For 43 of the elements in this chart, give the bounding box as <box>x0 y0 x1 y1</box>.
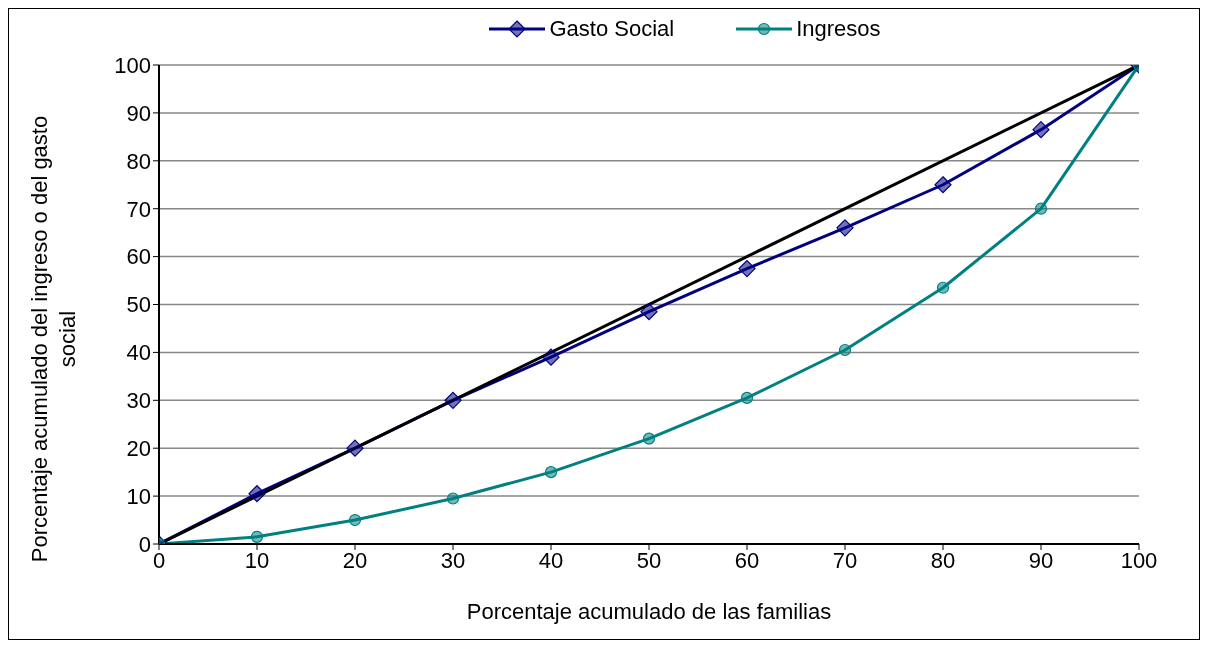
point <box>348 513 362 527</box>
point <box>1034 202 1048 215</box>
point <box>446 492 460 505</box>
y-tick-label: 90 <box>126 100 151 126</box>
x-tick-label: 70 <box>832 547 858 573</box>
point <box>740 391 754 405</box>
point <box>738 259 756 278</box>
point <box>836 219 854 237</box>
point <box>444 391 462 409</box>
point <box>838 343 852 357</box>
y-tick-label: 50 <box>126 292 151 318</box>
point <box>642 432 656 445</box>
point <box>936 281 950 294</box>
y-axis-title: Porcentaje acumulado del ingreso o del gasto social <box>26 114 81 565</box>
legend-label: Gasto Social <box>549 16 675 42</box>
x-tick-label: 40 <box>538 547 564 573</box>
x-tick-label: 60 <box>734 547 760 573</box>
x-tick-label: 50 <box>636 547 662 573</box>
x-tick-label: 20 <box>342 547 368 573</box>
point <box>640 303 658 321</box>
x-axis-title: Porcentaje acumulado de las familias <box>466 599 832 624</box>
y-tick-label: 20 <box>126 436 151 462</box>
y-tick-label: 60 <box>126 244 151 270</box>
y-tick-label: 30 <box>126 388 151 414</box>
x-tick-label: 10 <box>244 547 270 573</box>
legend-label: Ingresos <box>796 16 881 42</box>
x-tick-label: 30 <box>440 547 466 573</box>
point <box>542 348 560 366</box>
point <box>346 439 364 457</box>
x-tick-label: 90 <box>1028 547 1054 573</box>
y-tick-label: 80 <box>126 148 151 174</box>
x-tick-label: 80 <box>930 547 956 573</box>
point <box>934 176 952 194</box>
point <box>544 466 558 479</box>
y-tick-label: 40 <box>126 340 151 366</box>
y-tick-label: 10 <box>126 483 151 509</box>
point <box>1032 121 1050 139</box>
x-tick-label: 100 <box>1120 547 1158 573</box>
y-tick-label: 0 <box>138 531 151 557</box>
point <box>250 530 264 543</box>
point <box>248 485 266 503</box>
y-tick-label: 100 <box>114 52 151 78</box>
y-tick-label: 70 <box>126 196 151 222</box>
